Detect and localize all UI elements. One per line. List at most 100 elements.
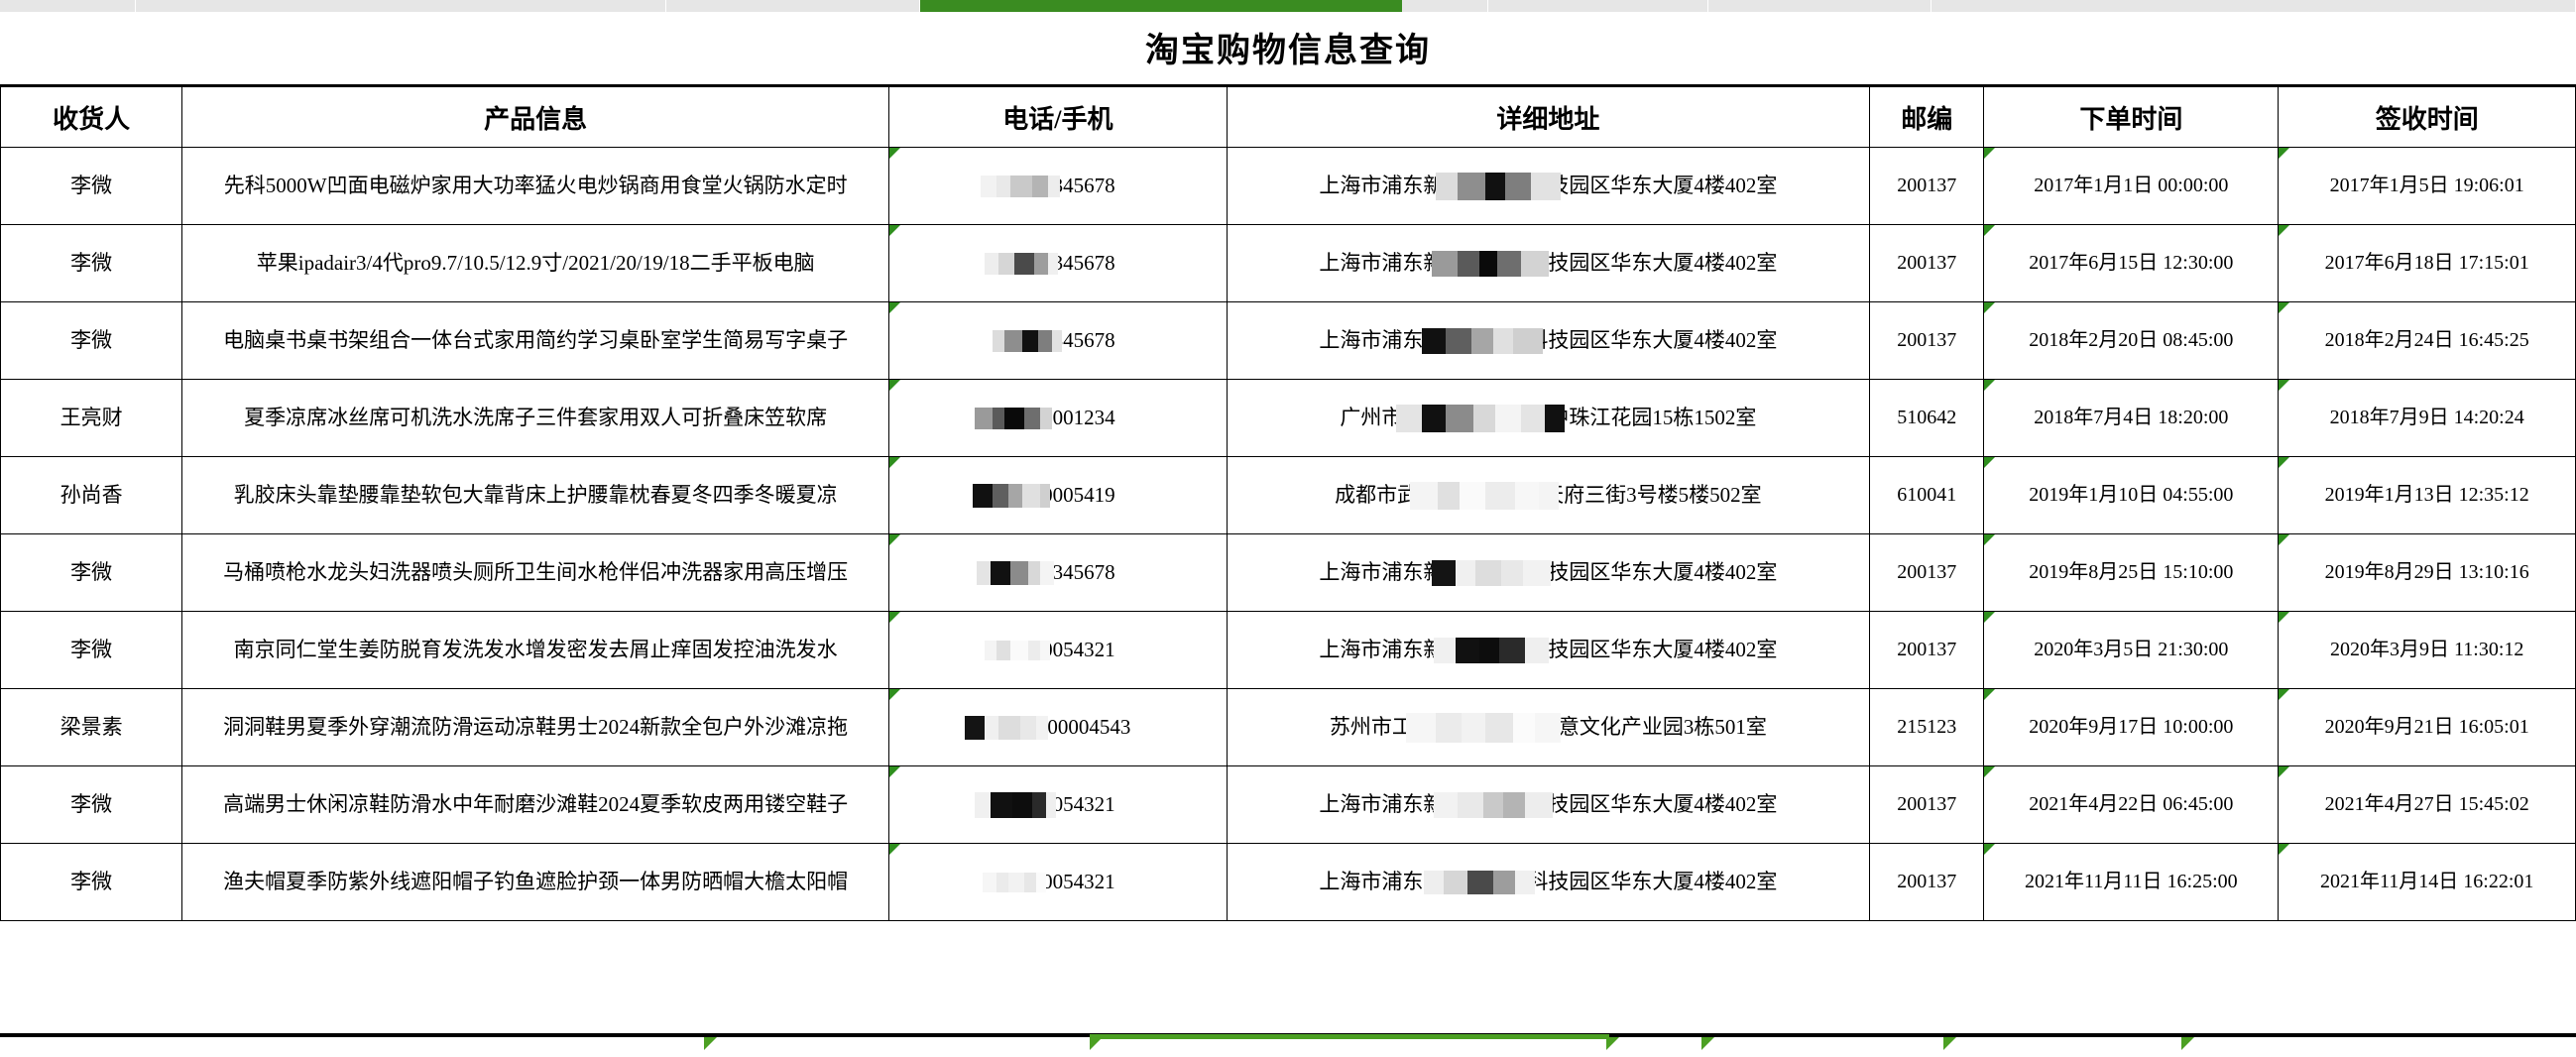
cell-zipcode[interactable]: 510642: [1869, 379, 1985, 457]
column-header-cell-col-a[interactable]: [0, 0, 137, 12]
cell-zipcode[interactable]: 200137: [1869, 147, 1985, 225]
cell-phone[interactable]: 13912345678: [888, 301, 1228, 380]
cell-phone[interactable]: 15822700004543: [888, 688, 1228, 766]
cell-recipient[interactable]: 李微: [0, 533, 183, 612]
cell-phone[interactable]: 18000054321: [888, 765, 1228, 844]
cell-phone[interactable]: 13512345678: [888, 147, 1228, 225]
purchase-info-table[interactable]: 收货人 产品信息 电话/手机 详细地址 邮编 下单时间 签收时间 李微 先科500…: [0, 84, 2576, 921]
cell-sign-time[interactable]: 2021年11月14日 16:22:01: [2278, 843, 2576, 921]
cell-recipient[interactable]: 李微: [0, 765, 183, 844]
cell-order-time[interactable]: 2021年4月22日 06:45:00: [1983, 765, 2280, 844]
column-header-phone[interactable]: 电话/手机: [888, 84, 1228, 148]
cell-address[interactable]: 上海市浦东新区张江高科技园区华东大厦4楼402室: [1226, 765, 1871, 844]
table-row[interactable]: 李微 马桶喷枪水龙头妇洗器喷头厕所卫生间水枪伴侣冲洗器家用高压增压 13912345…: [0, 533, 2576, 612]
cell-order-time[interactable]: 2021年11月11日 16:25:00: [1983, 843, 2280, 921]
column-header-order-time[interactable]: 下单时间: [1983, 84, 2280, 148]
cell-product[interactable]: 夏季凉席冰丝席可机洗水洗席子三件套家用双人可折叠床笠软席: [181, 379, 890, 457]
table-row[interactable]: 李微 电脑桌书桌书架组合一体台式家用简约学习桌卧室学生简易写字桌子 13912345…: [0, 301, 2576, 380]
cell-address[interactable]: 广州市天河区东圃大道中珠江花园15栋1502室: [1226, 379, 1871, 457]
cell-zipcode[interactable]: 215123: [1869, 688, 1985, 766]
column-header-cell-col-h[interactable]: [1932, 0, 2576, 12]
cell-sign-time[interactable]: 2020年9月21日 16:05:01: [2278, 688, 2576, 766]
cell-zipcode[interactable]: 200137: [1869, 843, 1985, 921]
cell-sign-time[interactable]: 2020年3月9日 11:30:12: [2278, 611, 2576, 689]
cell-zipcode[interactable]: 610041: [1869, 456, 1985, 534]
cell-product[interactable]: 南京同仁堂生姜防脱育发洗发水增发密发去屑止痒固发控油洗发水: [181, 611, 890, 689]
cell-sign-time[interactable]: 2017年1月5日 19:06:01: [2278, 147, 2576, 225]
cell-phone[interactable]: 13912345678: [888, 533, 1228, 612]
cell-sign-time[interactable]: 2018年2月24日 16:45:25: [2278, 301, 2576, 380]
column-header-cell-col-b[interactable]: [136, 0, 667, 12]
cell-recipient[interactable]: 李微: [0, 224, 183, 302]
cell-phone[interactable]: 18900054321: [888, 611, 1228, 689]
cell-recipient[interactable]: 李微: [0, 147, 183, 225]
cell-zipcode[interactable]: 200137: [1869, 611, 1985, 689]
cell-zipcode[interactable]: 200137: [1869, 765, 1985, 844]
fill-handle[interactable]: [1701, 1037, 1714, 1050]
column-header-recipient[interactable]: 收货人: [0, 84, 183, 148]
cell-product[interactable]: 渔夫帽夏季防紫外线遮阳帽子钓鱼遮脸护颈一体男防晒帽大檐太阳帽: [181, 843, 890, 921]
column-header-cell-col-f[interactable]: [1487, 0, 1709, 12]
column-header-sign-time[interactable]: 签收时间: [2278, 84, 2576, 148]
cell-address[interactable]: 上海市浦东新区张江高科技园区华东大厦4楼402室: [1226, 611, 1871, 689]
cell-recipient[interactable]: 李微: [0, 843, 183, 921]
cell-sign-time[interactable]: 2019年8月29日 13:10:16: [2278, 533, 2576, 612]
fill-handle[interactable]: [1606, 1037, 1619, 1050]
column-header-product[interactable]: 产品信息: [181, 84, 890, 148]
cell-order-time[interactable]: 2018年2月20日 08:45:00: [1983, 301, 2280, 380]
table-row[interactable]: 李微 苹果ipadair3/4代pro9.7/10.5/12.9寸/2021/20…: [0, 224, 2576, 302]
cell-zipcode[interactable]: 200137: [1869, 224, 1985, 302]
cell-phone[interactable]: 13912345678: [888, 224, 1228, 302]
cell-sign-time[interactable]: 2018年7月9日 14:20:24: [2278, 379, 2576, 457]
table-row[interactable]: 王亮财 夏季凉席冰丝席可机洗水洗席子三件套家用双人可折叠床笠软席 137000012…: [0, 379, 2576, 457]
column-header-zipcode[interactable]: 邮编: [1869, 84, 1985, 148]
cell-order-time[interactable]: 2019年1月10日 04:55:00: [1983, 456, 2280, 534]
column-header-cell-col-c[interactable]: [666, 0, 920, 12]
column-header-cell-col-g[interactable]: [1708, 0, 1932, 12]
fill-handle[interactable]: [1090, 1037, 1103, 1050]
column-header-cell-col-d[interactable]: [919, 0, 1403, 12]
fill-handle[interactable]: [2181, 1037, 2194, 1050]
cell-recipient[interactable]: 王亮财: [0, 379, 183, 457]
table-row[interactable]: 李微 南京同仁堂生姜防脱育发洗发水增发密发去屑止痒固发控油洗发水 189000543…: [0, 611, 2576, 689]
cell-zipcode[interactable]: 200137: [1869, 301, 1985, 380]
cell-order-time[interactable]: 2017年6月15日 12:30:00: [1983, 224, 2280, 302]
cell-phone[interactable]: 13700001234: [888, 379, 1228, 457]
cell-sign-time[interactable]: 2017年6月18日 17:15:01: [2278, 224, 2576, 302]
cell-recipient[interactable]: 李微: [0, 611, 183, 689]
cell-product[interactable]: 电脑桌书桌书架组合一体台式家用简约学习桌卧室学生简易写字桌子: [181, 301, 890, 380]
cell-product[interactable]: 乳胶床头靠垫腰靠垫软包大靠背床上护腰靠枕春夏冬四季冬暖夏凉: [181, 456, 890, 534]
cell-order-time[interactable]: 2020年9月17日 10:00:00: [1983, 688, 2280, 766]
cell-order-time[interactable]: 2020年3月5日 21:30:00: [1983, 611, 2280, 689]
cell-order-time[interactable]: 2017年1月1日 00:00:00: [1983, 147, 2280, 225]
cell-address[interactable]: 苏州市工业园区星港街创意文化产业园3栋501室: [1226, 688, 1871, 766]
table-row[interactable]: 李微 渔夫帽夏季防紫外线遮阳帽子钓鱼遮脸护颈一体男防晒帽大檐太阳帽 18900054…: [0, 843, 2576, 921]
table-row[interactable]: 孙尚香 乳胶床头靠垫腰靠垫软包大靠背床上护腰靠枕春夏冬四季冬暖夏凉 14700005…: [0, 456, 2576, 534]
cell-address[interactable]: 上海市浦东新区张江高科技园区华东大厦4楼402室: [1226, 301, 1871, 380]
cell-product[interactable]: 苹果ipadair3/4代pro9.7/10.5/12.9寸/2021/20/1…: [181, 224, 890, 302]
table-row[interactable]: 梁景素 洞洞鞋男夏季外穿潮流防滑运动凉鞋男士2024新款全包户外沙滩凉拖 15822…: [0, 688, 2576, 766]
cell-product[interactable]: 马桶喷枪水龙头妇洗器喷头厕所卫生间水枪伴侣冲洗器家用高压增压: [181, 533, 890, 612]
cell-phone[interactable]: 18900054321: [888, 843, 1228, 921]
cell-order-time[interactable]: 2018年7月4日 18:20:00: [1983, 379, 2280, 457]
cell-address[interactable]: 成都市武侯区高新西区天府三街3号楼5楼502室: [1226, 456, 1871, 534]
cell-product[interactable]: 洞洞鞋男夏季外穿潮流防滑运动凉鞋男士2024新款全包户外沙滩凉拖: [181, 688, 890, 766]
fill-handle[interactable]: [1943, 1037, 1956, 1050]
fill-handle[interactable]: [704, 1037, 717, 1050]
table-row[interactable]: 李微 高端男士休闲凉鞋防滑水中年耐磨沙滩鞋2024夏季软皮两用镂空鞋子 180000…: [0, 765, 2576, 844]
cell-address[interactable]: 上海市浦东新区张江高科技园区华东大厦4楼402室: [1226, 843, 1871, 921]
cell-phone[interactable]: 14700005419: [888, 456, 1228, 534]
cell-product[interactable]: 先科5000W凹面电磁炉家用大功率猛火电炒锅商用食堂火锅防水定时: [181, 147, 890, 225]
cell-address[interactable]: 上海市浦东新区张江高科技园区华东大厦4楼402室: [1226, 147, 1871, 225]
cell-sign-time[interactable]: 2021年4月27日 15:45:02: [2278, 765, 2576, 844]
column-header-strip[interactable]: [0, 0, 2576, 12]
table-row[interactable]: 李微 先科5000W凹面电磁炉家用大功率猛火电炒锅商用食堂火锅防水定时 135123…: [0, 147, 2576, 225]
cell-order-time[interactable]: 2019年8月25日 15:10:00: [1983, 533, 2280, 612]
cell-recipient[interactable]: 孙尚香: [0, 456, 183, 534]
cell-recipient[interactable]: 梁景素: [0, 688, 183, 766]
column-header-cell-col-e[interactable]: [1402, 0, 1488, 12]
cell-sign-time[interactable]: 2019年1月13日 12:35:12: [2278, 456, 2576, 534]
cell-address[interactable]: 上海市浦东新区张江高科技园区华东大厦4楼402室: [1226, 533, 1871, 612]
cell-zipcode[interactable]: 200137: [1869, 533, 1985, 612]
cell-address[interactable]: 上海市浦东新区张江高科技园区华东大厦4楼402室: [1226, 224, 1871, 302]
